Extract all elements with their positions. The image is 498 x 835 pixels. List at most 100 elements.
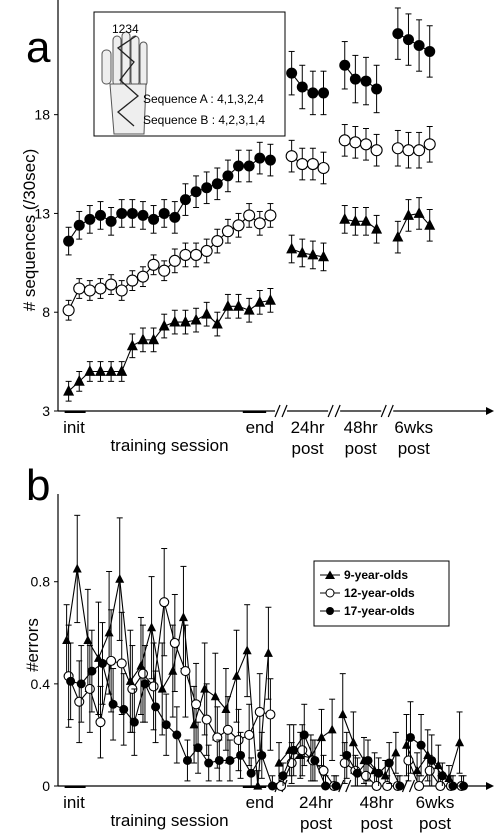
panel-a-12-year-olds-point xyxy=(158,264,171,277)
panel-b-9-year-olds-point xyxy=(83,635,93,645)
panel-a-9-year-olds-line-3 xyxy=(344,218,377,230)
panel-a-12-year-olds-point xyxy=(94,282,107,295)
panel-a-axes xyxy=(57,0,494,418)
panel-a-17-year-olds-point xyxy=(424,45,436,57)
panel-a-category-24hr-post: 24hr post xyxy=(291,418,325,458)
panel-a-17-year-olds-point xyxy=(318,87,330,99)
legend-marker-12-year-olds xyxy=(325,588,335,598)
panel-a-17-year-olds-point xyxy=(307,87,319,99)
panel-a-12-year-olds-point xyxy=(136,270,150,283)
panel-a-17-year-olds-point xyxy=(360,75,372,87)
panel-b-17-year-olds-point xyxy=(321,781,331,791)
panel-a-12-year-olds-point xyxy=(232,219,245,232)
panel-a-17-year-olds-point xyxy=(126,207,138,219)
panel-a-12-year-olds-point xyxy=(83,284,96,297)
finger-number-label: 1234 xyxy=(112,22,139,36)
sequence-a-label: Sequence A : 4,1,3,2,4 xyxy=(143,92,264,106)
panel-a-17-year-olds-point xyxy=(84,213,96,225)
panel-b-12-year-olds-point xyxy=(424,765,435,776)
panel-a-17-year-olds-point xyxy=(137,209,149,221)
legend-entry-17-year-olds: 17-year-olds xyxy=(344,604,415,618)
panel-a-12-year-olds-point xyxy=(306,157,319,171)
panel-a-y-tick-label: 8 xyxy=(42,304,50,320)
panel-b-17-year-olds-point xyxy=(416,740,426,750)
panel-a-12-year-olds-point xyxy=(391,142,404,155)
panel-b-y-tick-label: 0 xyxy=(42,778,50,794)
panel-a-9-year-olds-line-4 xyxy=(397,212,431,238)
panel-a-9-year-olds-line-2 xyxy=(291,248,324,258)
panel-b-9-year-olds-line-1 xyxy=(66,568,269,787)
panel-b-9-year-olds-point xyxy=(104,627,114,637)
legend-marker-17-year-olds xyxy=(326,607,334,615)
panel-a-9-year-olds-point xyxy=(254,296,266,307)
panel-b-12-year-olds-point xyxy=(137,668,149,679)
panel-b-17-year-olds-point xyxy=(352,768,362,778)
panel-b-y-ticks: 0 0.4 0.8 xyxy=(31,574,58,794)
panel-a-12-year-olds-point xyxy=(423,138,436,151)
panel-a-17-year-olds-point xyxy=(339,59,351,71)
panel-b-17-year-olds-point xyxy=(278,771,288,781)
panel-a: a # sequences (/30sec) 3 8 13 18 init traini… xyxy=(20,0,494,458)
panel-b-12-year-olds-point xyxy=(222,724,233,735)
panel-a-9-year-olds-point xyxy=(63,384,75,396)
panel-a-17-year-olds-point xyxy=(222,170,234,182)
panel-b-12-year-olds-point xyxy=(435,780,446,792)
panel-a-12-year-olds-point xyxy=(73,282,86,295)
panel-a-17-year-olds-point xyxy=(148,213,160,225)
panel-a-17-year-olds-point xyxy=(105,215,117,227)
panel-b-17-year-olds-point xyxy=(236,750,246,760)
panel-b-17-year-olds-point xyxy=(151,702,161,712)
panel-a-12-year-olds-point xyxy=(243,209,256,222)
panel-a-17-year-olds-point xyxy=(179,194,191,206)
panel-b-12-year-olds-point xyxy=(95,717,106,728)
panel-b-17-year-olds-point xyxy=(395,781,405,791)
panel-a-9-year-olds-point xyxy=(296,246,308,258)
panel-b-x-categories: init training session end 24hr post 48hr post 6… xyxy=(63,786,454,833)
panel-b-17-year-olds-point xyxy=(405,732,415,742)
panel-a-12-year-olds-point xyxy=(253,217,266,230)
panel-b-17-year-olds-point xyxy=(161,720,171,730)
panel-b-x-axis-arrow xyxy=(486,782,494,790)
panel-a-12-year-olds-point xyxy=(147,258,160,271)
panel-a-series-17-year-olds xyxy=(63,7,436,256)
legend: 9-year-olds 12-year-olds 17-year-olds xyxy=(313,560,450,627)
panel-a-y-tick-label: 18 xyxy=(34,107,50,123)
panel-a-9-year-olds-line-1 xyxy=(68,299,271,392)
panel-b-9-year-olds-point xyxy=(168,665,178,675)
panel-b-12-year-olds-point xyxy=(382,780,393,792)
panel-b-17-year-olds-point xyxy=(384,758,394,768)
panel-a-12-year-olds-point xyxy=(62,304,75,317)
panel-a-category-6wks-post: 6wks post xyxy=(394,418,433,458)
panel-a-9-year-olds-point xyxy=(137,333,149,345)
panel-b-9-year-olds-point xyxy=(327,724,337,734)
panel-b-12-year-olds-point xyxy=(148,681,159,692)
panel-a-12-year-olds-point xyxy=(221,225,234,238)
panel-b-9-year-olds-point xyxy=(232,671,242,680)
panel-b-12-year-olds-point xyxy=(414,780,425,792)
panel-a-17-year-olds-line-4 xyxy=(397,33,430,52)
panel-a-9-year-olds-point xyxy=(73,375,85,386)
panel-b-9-year-olds-point xyxy=(412,765,422,775)
panel-a-axis-break-1 xyxy=(274,404,288,418)
panel-a-12-year-olds-point xyxy=(190,248,203,261)
panel-b-category-24hr-post: 24hr post xyxy=(299,793,333,833)
panel-a-9-year-olds-point xyxy=(105,365,117,376)
legend-marker-9-year-olds xyxy=(325,570,335,579)
panel-b-17-year-olds-point xyxy=(459,781,469,791)
panel-b-series-17-year-olds xyxy=(66,622,469,791)
hand-illustration xyxy=(101,31,148,135)
panel-a-12-year-olds-point xyxy=(285,150,298,163)
panel-a-9-year-olds-point xyxy=(148,333,160,345)
sequence-b-label: Sequence B : 4,2,3,1,4 xyxy=(143,113,265,127)
panel-b-12-year-olds-point xyxy=(339,757,350,769)
panel-b-axes xyxy=(57,494,494,793)
panel-b-y-axis-label: #errors xyxy=(23,618,42,672)
panel-b-17-year-olds-point xyxy=(246,768,256,778)
panel-b-17-year-olds-point xyxy=(289,745,299,755)
panel-b-9-year-olds-point xyxy=(348,737,358,747)
panel-b-17-year-olds-point xyxy=(129,717,139,727)
panel-b-12-year-olds-point xyxy=(244,729,255,740)
panel-a-12-year-olds-point xyxy=(200,244,213,258)
panel-a-9-year-olds-point xyxy=(116,365,128,376)
panel-b-17-year-olds-point xyxy=(214,755,224,765)
